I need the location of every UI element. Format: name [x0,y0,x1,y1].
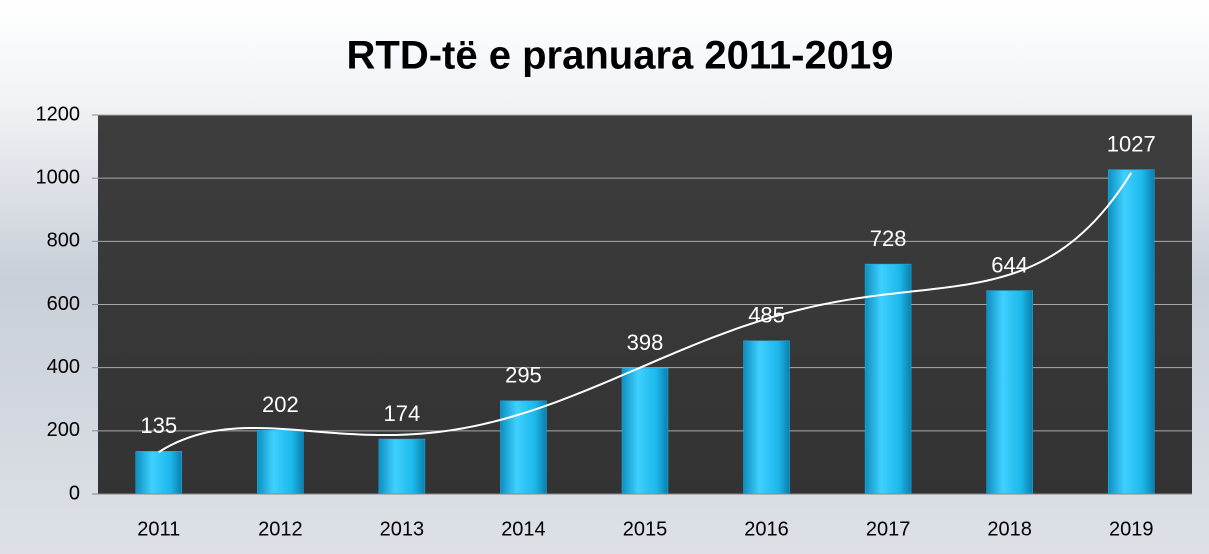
data-label: 644 [991,252,1028,277]
x-tick-label: 2019 [1109,518,1154,540]
x-tick-label: 2012 [258,518,303,540]
bar [986,290,1033,495]
bar [864,263,912,495]
x-tick-label: 2011 [137,518,180,540]
x-tick-label: 2018 [987,518,1032,540]
x-tick-label: 2017 [866,518,911,540]
x-tick-label: 2016 [744,518,789,540]
data-label: 1027 [1107,131,1156,156]
y-tick-label: 400 [47,356,80,378]
y-tick-label: 800 [47,230,80,252]
data-label: 135 [140,413,177,438]
y-tick-label: 0 [69,482,80,504]
data-label: 174 [384,401,421,426]
bar [257,429,304,495]
data-label: 295 [505,363,542,388]
data-label: 728 [870,226,907,251]
data-label: 398 [627,330,664,355]
y-tick-label: 1200 [36,103,81,125]
bar [1107,169,1155,495]
x-tick-label: 2014 [501,518,546,540]
bar [500,400,547,495]
x-tick-label: 2015 [623,518,668,540]
y-tick-label: 200 [47,419,80,441]
chart-title: RTD-të e pranuara 2011-2019 [347,34,894,78]
y-tick-label: 600 [47,293,80,315]
y-tick-label: 1000 [36,166,81,188]
trend-line [158,172,1133,453]
data-label: 202 [262,392,299,417]
bar [621,368,669,495]
bar [743,340,790,495]
bar [378,438,426,495]
bar [135,451,183,495]
x-tick-label: 2013 [380,518,425,540]
